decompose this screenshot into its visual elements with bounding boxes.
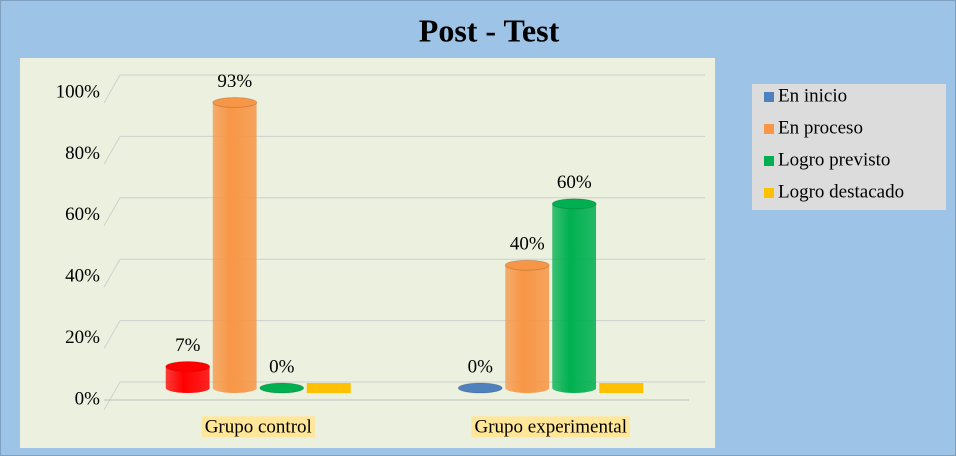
data-label: 0%	[269, 356, 295, 377]
legend-label: Logro destacado	[778, 181, 904, 202]
grid-line	[103, 74, 705, 104]
legend-swatch	[764, 92, 774, 102]
y-tick-label: 80%	[65, 143, 100, 164]
x-tick-label-bg	[471, 416, 630, 438]
data-label: 93%	[217, 71, 252, 92]
y-tick-label: 100%	[56, 81, 101, 102]
chart-title: Post - Test	[419, 12, 560, 48]
y-tick-label: 60%	[65, 204, 100, 225]
x-tick-label: Grupo control	[205, 416, 312, 437]
legend-swatch	[764, 124, 774, 134]
legend-swatch	[764, 156, 774, 166]
grid-line	[103, 197, 705, 227]
legend-label: En proceso	[778, 117, 863, 138]
bar	[599, 383, 644, 393]
data-label: 0%	[468, 356, 494, 377]
legend-swatch	[764, 188, 774, 198]
y-tick-label: 20%	[65, 327, 100, 348]
grid-line	[103, 258, 705, 288]
data-label: 60%	[557, 172, 592, 193]
bar-top	[165, 361, 211, 373]
bar	[212, 102, 257, 394]
x-tick-label: Grupo experimental	[475, 416, 627, 437]
legend-label: En inicio	[778, 85, 847, 106]
bar	[505, 265, 550, 393]
bar	[165, 366, 210, 393]
x-tick-label-bg	[201, 416, 315, 438]
plot-area	[20, 58, 715, 448]
data-label: 7%	[175, 335, 201, 356]
y-tick-label: 40%	[65, 266, 100, 287]
data-label: 40%	[510, 234, 545, 255]
legend-box	[752, 84, 946, 210]
bar	[552, 203, 597, 393]
bar-top	[504, 259, 550, 271]
bar-top	[551, 198, 597, 210]
bar-top	[457, 382, 503, 394]
legend-label: Logro previsto	[778, 149, 890, 170]
bar	[306, 383, 351, 393]
bar-top	[212, 96, 258, 108]
y-tick-label: 0%	[75, 388, 101, 409]
grid-line	[103, 135, 705, 165]
bar-top	[259, 382, 305, 394]
